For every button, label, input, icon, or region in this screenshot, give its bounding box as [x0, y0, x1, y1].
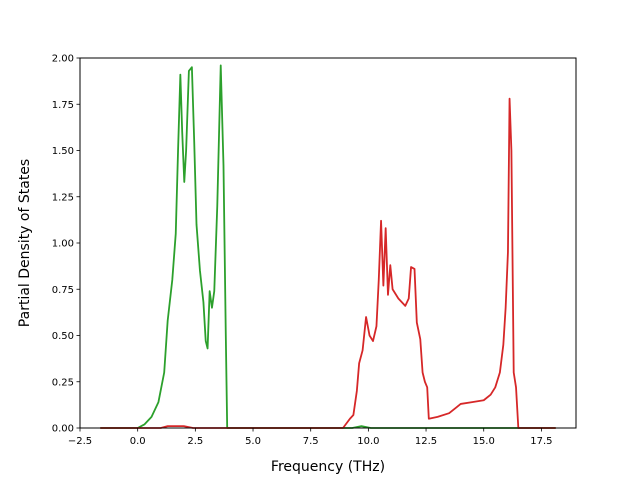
- y-tick-label: 0.75: [52, 285, 74, 296]
- x-tick-label: 7.5: [303, 436, 319, 447]
- plot-background: [80, 58, 576, 428]
- series-layer: [99, 64, 557, 429]
- y-tick-label: 0.00: [52, 424, 74, 435]
- x-tick-label: 5.0: [245, 436, 261, 447]
- x-axis: −2.5 0.0 2.5 5.0 7.5 10.0 12.5 15.0 17.5: [68, 428, 553, 447]
- y-tick-label: 1.00: [52, 239, 74, 250]
- y-tick-label: 0.50: [52, 331, 74, 342]
- y-tick-label: 1.75: [52, 100, 74, 111]
- x-tick-label: 10.0: [357, 436, 379, 447]
- x-tick-label: 0.0: [130, 436, 146, 447]
- series-line-2: [99, 97, 557, 429]
- y-tick-label: 1.50: [52, 146, 74, 157]
- x-tick-label: 12.5: [415, 436, 437, 447]
- y-tick-label: 2.00: [52, 54, 74, 65]
- x-tick-label: 15.0: [473, 436, 495, 447]
- x-tick-label: −2.5: [68, 436, 92, 447]
- y-tick-label: 0.25: [52, 377, 74, 388]
- series-line-1: [99, 64, 557, 429]
- y-tick-label: 1.25: [52, 192, 74, 203]
- x-tick-label: 2.5: [187, 436, 203, 447]
- y-axis-label: Partial Density of States: [17, 159, 33, 327]
- x-axis-label: Frequency (THz): [271, 459, 385, 475]
- y-axis: 0.00 0.25 0.50 0.75 1.00 1.25 1.50 1.75 2.00: [52, 54, 80, 435]
- x-tick-label: 17.5: [530, 436, 552, 447]
- plot-area: [79, 57, 577, 429]
